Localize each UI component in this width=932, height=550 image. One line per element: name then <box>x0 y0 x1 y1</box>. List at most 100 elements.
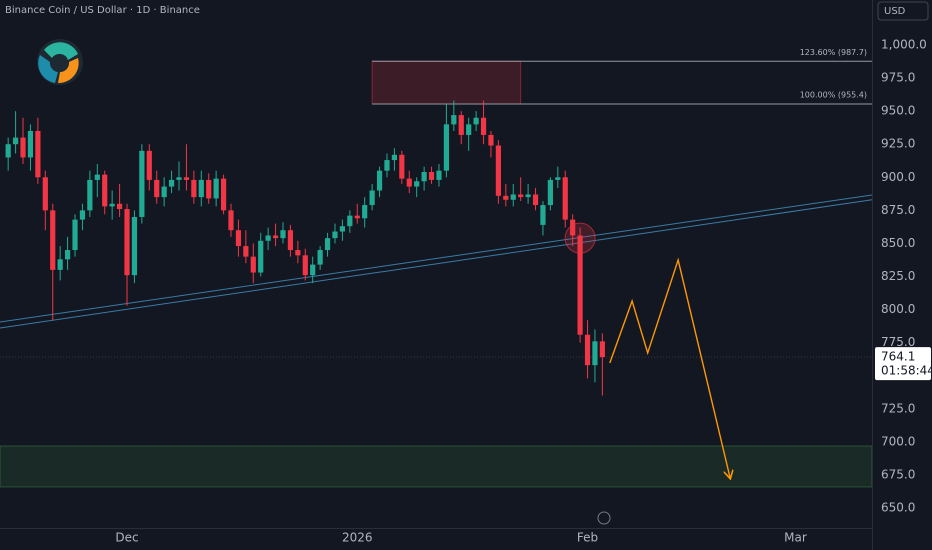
fib-label: 100.00% (955.4) <box>800 90 867 99</box>
candle-body <box>206 179 212 199</box>
candle-body <box>265 235 271 241</box>
candle-body <box>20 137 26 158</box>
fib-box <box>371 60 522 105</box>
support-zone <box>0 445 873 488</box>
logo <box>37 39 83 85</box>
candle-body <box>525 194 531 198</box>
candle-body <box>146 150 152 180</box>
currency-box[interactable] <box>877 1 929 21</box>
candle-body <box>332 231 338 239</box>
trendline <box>0 199 873 329</box>
candle-body <box>391 154 398 161</box>
candle-body <box>592 341 598 366</box>
candle-body <box>64 250 71 260</box>
y-tick-label: 975.0 <box>881 71 915 85</box>
candle-body <box>399 154 405 179</box>
timezone-icon[interactable] <box>597 511 611 525</box>
candle-body <box>250 256 256 273</box>
highlight-circle <box>564 222 596 254</box>
candle-body <box>428 171 435 180</box>
candle-body <box>50 210 56 270</box>
candle-body <box>131 216 138 276</box>
candle-body <box>570 219 576 236</box>
candle-body <box>35 130 41 178</box>
x-tick-label: Feb <box>577 531 598 545</box>
candle-body <box>109 203 115 207</box>
candle-body <box>302 255 308 276</box>
candle-body <box>94 174 100 180</box>
x-tick-label: Dec <box>115 531 138 545</box>
y-tick-label: 1,000.0 <box>881 37 927 51</box>
candle-body <box>354 215 360 219</box>
y-tick-label: 675.0 <box>881 467 915 481</box>
candle-body <box>280 230 286 239</box>
y-tick-label: 775.0 <box>881 335 915 349</box>
chart-title: Binance Coin / US Dollar · 1D · Binance <box>5 5 200 16</box>
candle-body <box>421 171 427 182</box>
candle-body <box>562 177 568 220</box>
candle-body <box>102 174 108 207</box>
candle-body <box>495 145 501 196</box>
candle-body <box>547 179 553 206</box>
candle-body <box>466 124 472 135</box>
candle-body <box>555 177 561 180</box>
candle-body <box>79 210 86 220</box>
candle-body <box>213 178 219 199</box>
candle-body <box>243 246 249 257</box>
candle-body <box>324 238 331 251</box>
candle-body <box>139 150 145 217</box>
candle-body <box>57 259 63 270</box>
candle-body <box>584 334 591 366</box>
candle-body <box>176 177 182 180</box>
candle-body <box>518 194 524 198</box>
y-tick-label: 875.0 <box>881 203 915 217</box>
candle-body <box>376 170 383 191</box>
candle-body <box>27 130 34 158</box>
x-tick-label: 2026 <box>342 531 373 545</box>
y-tick-label: 850.0 <box>881 236 915 250</box>
candle-body <box>577 235 583 335</box>
countdown-label: 01:58:44 <box>881 364 932 378</box>
candle-body <box>369 190 375 206</box>
candle-body <box>310 264 316 276</box>
candle-body <box>235 230 242 247</box>
candle-body <box>540 205 546 225</box>
candle-body <box>228 210 234 231</box>
candle-body <box>12 137 19 145</box>
candle-body <box>347 215 353 227</box>
candle-body <box>198 179 204 198</box>
candle-body <box>42 177 48 211</box>
logo-swirl <box>38 55 58 83</box>
projection-path <box>609 257 730 478</box>
candle-body <box>272 235 279 239</box>
candle-body <box>87 179 93 211</box>
plot-area <box>0 60 873 488</box>
candle-body <box>458 115 464 135</box>
candle-body <box>532 194 539 206</box>
candle-body <box>168 179 175 187</box>
y-tick-label: 950.0 <box>881 104 915 118</box>
candle-body <box>295 250 301 256</box>
candle-body <box>220 178 227 211</box>
candle-body <box>451 115 457 125</box>
candle-body <box>287 230 294 251</box>
candle-body <box>72 219 78 251</box>
candle-body <box>183 177 190 180</box>
candle-body <box>317 250 323 265</box>
y-tick-label: 925.0 <box>881 137 915 151</box>
candle-body <box>510 194 516 200</box>
candle-body <box>414 181 420 187</box>
candle-body <box>443 124 449 171</box>
trendline <box>0 194 873 323</box>
candle-body <box>258 240 264 273</box>
y-tick-label: 800.0 <box>881 302 915 316</box>
y-tick-label: 700.0 <box>881 434 915 448</box>
candle-body <box>599 341 605 358</box>
currency-label[interactable]: USD <box>884 6 906 17</box>
candle-body <box>191 179 197 198</box>
candle-body <box>406 178 412 187</box>
candle-body <box>503 195 509 200</box>
candle-body <box>436 170 442 180</box>
